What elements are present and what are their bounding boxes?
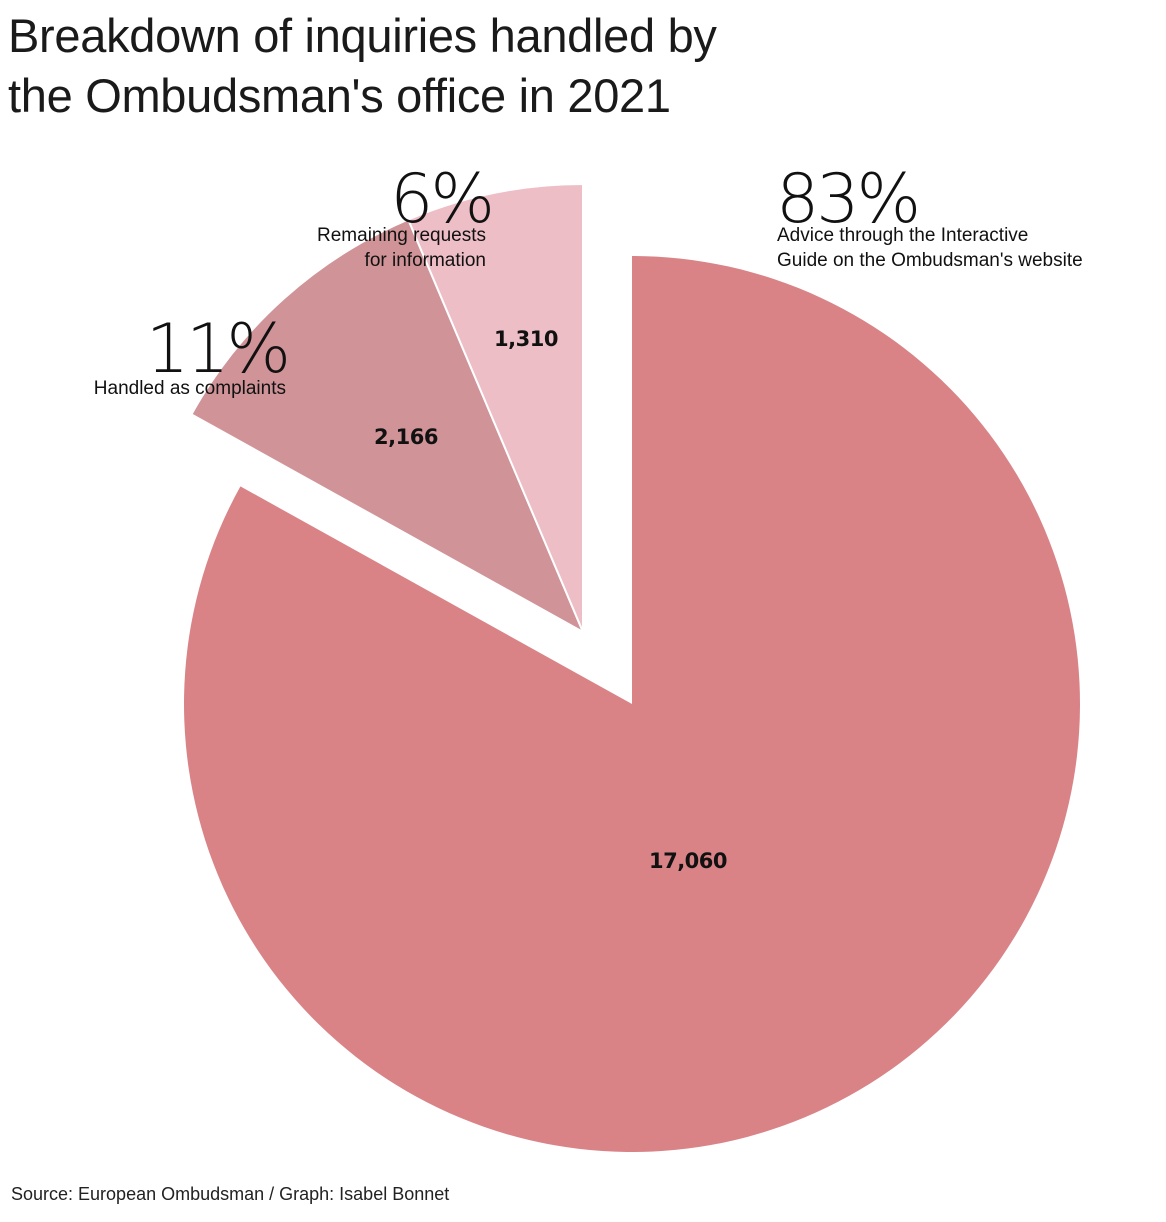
slice-value-label-3: 1,310 <box>494 327 558 351</box>
chart-title: Breakdown of inquiries handled by the Om… <box>8 6 1008 126</box>
slice-percent-label-3: 6% <box>390 160 492 239</box>
slice-percent-label-1: 83% <box>776 160 918 239</box>
source-note: Source: European Ombudsman / Graph: Isab… <box>11 1184 450 1204</box>
slice-value-label-1: 17,060 <box>649 849 727 873</box>
pie-slice-2 <box>190 218 584 633</box>
pie-slice-1 <box>184 256 1080 1152</box>
slice-value-label-2: 2,166 <box>374 425 438 449</box>
slice-category-label-3-line-1: Remaining requests <box>317 225 486 246</box>
slice-category-label-2-line-1: Handled as complaints <box>94 378 286 399</box>
pie-slice-3 <box>407 183 584 633</box>
slice-percent-label-2: 11% <box>146 310 288 389</box>
slice-category-label-1-line-2: Guide on the Ombudsman's website <box>777 250 1083 271</box>
slice-category-label-3-line-2: for information <box>365 250 486 271</box>
chart-title-line-1: Breakdown of inquiries handled by <box>8 9 717 62</box>
slice-category-label-1-line-1: Advice through the Interactive <box>777 225 1028 246</box>
chart-title-line-2: the Ombudsman's office in 2021 <box>8 69 671 122</box>
